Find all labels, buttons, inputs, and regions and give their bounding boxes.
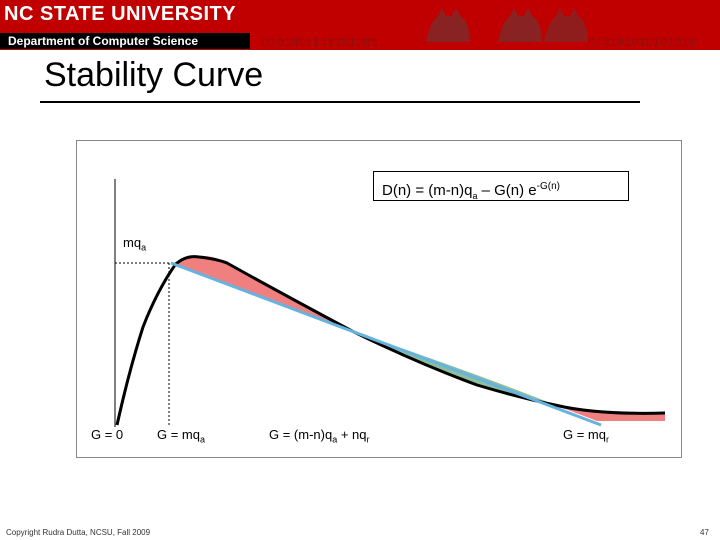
binary-decoration-right: 010101010101010 xyxy=(588,36,697,50)
equation-lhs: D(n) = (m-n)q xyxy=(382,182,473,199)
wolf-image-3 xyxy=(544,8,588,42)
binary-decoration-left: 0101001111101101 xyxy=(262,36,378,50)
x-label-g-zero: G = 0 xyxy=(91,427,124,442)
linear-line xyxy=(170,261,602,427)
curve-plot xyxy=(114,179,666,427)
department-name: Department of Computer Science xyxy=(8,34,199,48)
university-logo: NC STATE UNIVERSITY xyxy=(4,3,237,25)
x-label-g-mqr: G = mqr xyxy=(563,427,609,445)
equation-exponent: -G(n) xyxy=(536,181,560,192)
equation-box: D(n) = (m-n)qa – G(n) e-G(n) xyxy=(373,171,629,201)
slide-title: Stability Curve xyxy=(44,56,264,94)
department-bar xyxy=(0,33,250,49)
header-banner: NC STATE UNIVERSITY Department of Comput… xyxy=(0,0,720,50)
page-number: 47 xyxy=(700,528,709,537)
wolf-image-1 xyxy=(426,8,470,42)
equation-mid: – G(n) e xyxy=(477,182,537,199)
stability-curve-figure: D(n) = (m-n)qa – G(n) e-G(n) mqa G = 0 G… xyxy=(76,140,682,458)
copyright-footer: Copyright Rudra Dutta, NCSU, Fall 2009 xyxy=(6,528,151,537)
equation-sub-a: a xyxy=(472,191,478,201)
x-label-g-mqa: G = mqa xyxy=(157,427,206,445)
region-red-left xyxy=(173,255,352,331)
title-underline xyxy=(40,101,640,103)
wolf-image-2 xyxy=(498,8,542,42)
stability-curve xyxy=(115,255,666,426)
x-label-g-mixed: G = (m-n)qa + nqr xyxy=(269,427,370,445)
y-label-mqa: mqa xyxy=(123,235,147,253)
